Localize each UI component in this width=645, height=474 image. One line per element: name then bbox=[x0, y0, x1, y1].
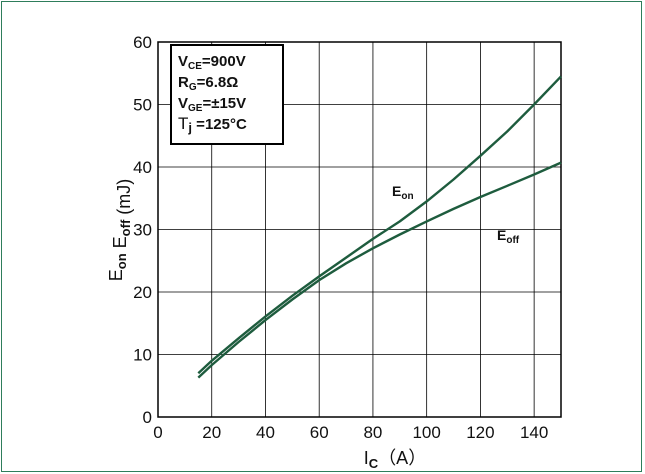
y-tick-label: 30 bbox=[133, 221, 152, 240]
y-tick-label: 50 bbox=[133, 96, 152, 115]
plot-border bbox=[157, 41, 562, 418]
y-tick-label: 0 bbox=[143, 408, 152, 427]
conditions-box-border bbox=[170, 44, 284, 145]
condition-line: RG=6.8Ω bbox=[178, 74, 238, 93]
axis-titles: IC（A） Eon Eoff (mJ) bbox=[106, 179, 426, 471]
condition-line: VCE=900V bbox=[178, 53, 246, 72]
tick-labels: 0 20 40 60 80 100 120 140 0 10 20 30 40 50 60 bbox=[133, 33, 548, 442]
y-tick-label: 60 bbox=[133, 33, 152, 52]
y-axis-title: Eon Eoff (mJ) bbox=[106, 179, 134, 282]
y-tick-label: 10 bbox=[133, 346, 152, 365]
x-tick-label: 80 bbox=[363, 423, 382, 442]
x-tick-label: 40 bbox=[256, 423, 275, 442]
x-tick-label: 0 bbox=[153, 423, 162, 442]
curve-labels: Eon Eoff bbox=[392, 183, 520, 246]
series-line-off bbox=[197, 161, 562, 379]
x-tick-label: 120 bbox=[466, 423, 494, 442]
x-tick-label: 100 bbox=[412, 423, 440, 442]
curves bbox=[197, 75, 562, 379]
x-tick-label: 140 bbox=[520, 423, 548, 442]
x-tick-label: 20 bbox=[202, 423, 221, 442]
x-tick-label: 60 bbox=[310, 423, 329, 442]
y-tick-label: 40 bbox=[133, 158, 152, 177]
curve-label-on: Eon bbox=[392, 183, 414, 202]
condition-line: VGE=±15V bbox=[178, 95, 246, 114]
condition-line: Tj =125°C bbox=[178, 114, 247, 135]
x-axis-title: IC（A） bbox=[364, 448, 426, 471]
y-tick-label: 20 bbox=[133, 283, 152, 302]
curve-label-off: Eoff bbox=[497, 227, 520, 246]
series-line-on bbox=[197, 75, 562, 375]
